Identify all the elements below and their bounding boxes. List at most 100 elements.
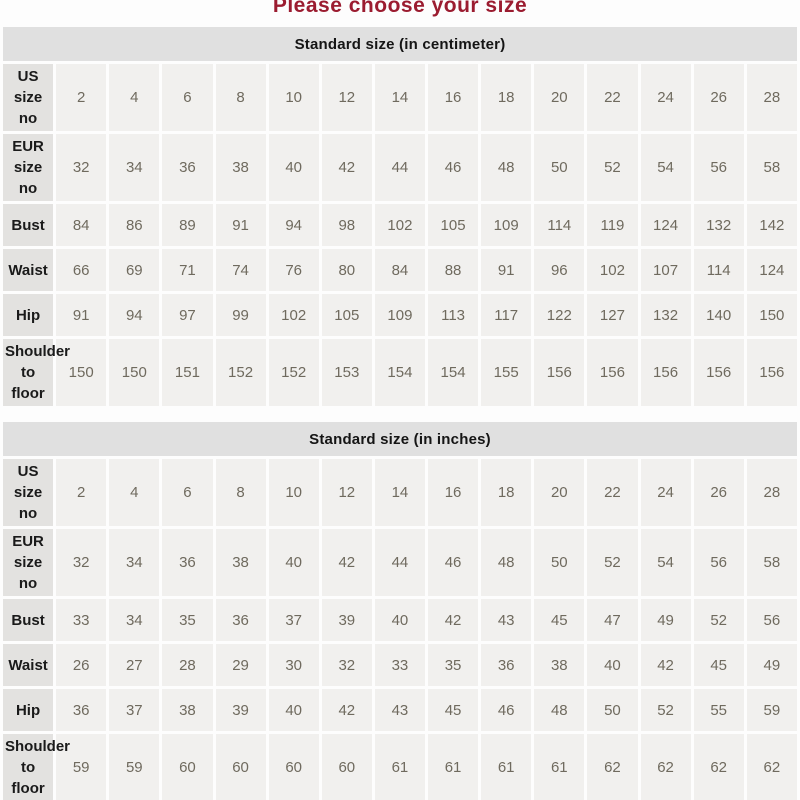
size-value-cell: 16 (428, 459, 479, 526)
size-value-cell: 80 (321, 249, 372, 291)
size-value-cell: 88 (428, 249, 479, 291)
size-table-inches-body: US size no 2 4 6 8 10 12 14 16 18 20 22 24 26 28 EUR si… (3, 459, 797, 800)
size-value-cell: 84 (374, 249, 425, 291)
size-value-cell: 58 (746, 529, 797, 596)
size-value-cell: 2 (56, 64, 107, 131)
size-value-cell: 40 (374, 599, 425, 641)
size-value-cell: 61 (481, 734, 532, 800)
size-value-cell: 69 (109, 249, 160, 291)
size-value-cell: 38 (215, 529, 266, 596)
size-value-cell: 86 (109, 204, 160, 246)
size-value-cell: 59 (56, 734, 107, 800)
size-table-centimeter: Standard size (in centimeter) US size no… (0, 24, 800, 409)
size-value-cell: 28 (746, 64, 797, 131)
size-value-cell: 38 (215, 134, 266, 201)
size-value-cell: 49 (746, 644, 797, 686)
table-row: Bust 84 86 89 91 94 98 102 105 109 114 119 124 132 142 (3, 204, 797, 246)
size-value-cell: 62 (746, 734, 797, 800)
size-value-cell: 50 (587, 689, 638, 731)
table-row: US size no 2 4 6 8 10 12 14 16 18 20 22 24 26 28 (3, 459, 797, 526)
size-value-cell: 45 (534, 599, 585, 641)
size-value-cell: 26 (56, 644, 107, 686)
size-value-cell: 150 (746, 294, 797, 336)
table-row: Bust 33 34 35 36 37 39 40 42 43 45 47 49 52 56 (3, 599, 797, 641)
size-value-cell: 124 (746, 249, 797, 291)
size-value-cell: 102 (374, 204, 425, 246)
size-value-cell: 20 (534, 64, 585, 131)
size-value-cell: 47 (587, 599, 638, 641)
size-value-cell: 46 (428, 529, 479, 596)
row-label: Shoulder to floor (3, 339, 70, 406)
size-value-cell: 155 (481, 339, 532, 406)
size-value-cell: 40 (268, 689, 319, 731)
size-value-cell: 40 (268, 529, 319, 596)
row-label: EUR size no (3, 134, 54, 201)
size-value-cell: 48 (481, 529, 532, 596)
size-value-cell: 151 (162, 339, 213, 406)
size-value-cell: 71 (162, 249, 213, 291)
table-row: Waist 26 27 28 29 30 32 33 35 36 38 40 42 45 49 (3, 644, 797, 686)
size-value-cell: 96 (534, 249, 585, 291)
size-value-cell: 102 (268, 294, 319, 336)
size-value-cell: 60 (215, 734, 266, 800)
size-value-cell: 156 (693, 339, 744, 406)
size-value-cell: 42 (321, 689, 372, 731)
size-value-cell: 91 (215, 204, 266, 246)
size-value-cell: 61 (428, 734, 479, 800)
size-value-cell: 36 (215, 599, 266, 641)
size-value-cell: 60 (162, 734, 213, 800)
size-value-cell: 84 (56, 204, 107, 246)
size-value-cell: 154 (428, 339, 479, 406)
size-value-cell: 18 (481, 64, 532, 131)
table-row: EUR size no 32 34 36 38 40 42 44 46 48 50 52 54 56 58 (3, 134, 797, 201)
table-caption: Standard size (in inches) (3, 422, 797, 456)
row-label: US size no (3, 64, 54, 131)
size-value-cell: 35 (428, 644, 479, 686)
size-value-cell: 4 (109, 459, 160, 526)
size-value-cell: 102 (587, 249, 638, 291)
size-value-cell: 56 (693, 134, 744, 201)
size-value-cell: 36 (162, 134, 213, 201)
size-value-cell: 62 (640, 734, 691, 800)
size-value-cell: 28 (162, 644, 213, 686)
size-value-cell: 32 (56, 134, 107, 201)
size-value-cell: 150 (56, 339, 107, 406)
table-row: EUR size no 32 34 36 38 40 42 44 46 48 50 52 54 56 58 (3, 529, 797, 596)
size-value-cell: 97 (162, 294, 213, 336)
size-value-cell: 62 (587, 734, 638, 800)
size-value-cell: 156 (746, 339, 797, 406)
size-value-cell: 156 (534, 339, 585, 406)
size-value-cell: 22 (587, 64, 638, 131)
size-table-inches: Standard size (in inches) US size no 2 4 6 8… (0, 419, 800, 800)
size-value-cell: 76 (268, 249, 319, 291)
size-value-cell: 22 (587, 459, 638, 526)
size-value-cell: 43 (374, 689, 425, 731)
size-value-cell: 49 (640, 599, 691, 641)
size-value-cell: 36 (481, 644, 532, 686)
row-label: US size no (3, 459, 54, 526)
table-row: Hip 91 94 97 99 102 105 109 113 117 122 127 132 140 15… (3, 294, 797, 336)
size-value-cell: 50 (534, 529, 585, 596)
size-value-cell: 142 (746, 204, 797, 246)
size-value-cell: 91 (56, 294, 107, 336)
size-value-cell: 59 (109, 734, 160, 800)
size-value-cell: 40 (268, 134, 319, 201)
table-caption: Standard size (in centimeter) (3, 27, 797, 61)
table-caption-row: Standard size (in centimeter) (3, 27, 797, 61)
size-value-cell: 40 (587, 644, 638, 686)
size-value-cell: 14 (374, 459, 425, 526)
size-value-cell: 32 (56, 529, 107, 596)
row-label: Hip (3, 689, 54, 731)
size-value-cell: 52 (640, 689, 691, 731)
size-value-cell: 114 (534, 204, 585, 246)
size-value-cell: 26 (693, 64, 744, 131)
size-value-cell: 4 (109, 64, 160, 131)
table-row: Shoulder to floor 150 150 151 152 152 153 154 15… (3, 339, 797, 406)
size-value-cell: 10 (268, 459, 319, 526)
size-value-cell: 24 (640, 459, 691, 526)
row-label: Waist (3, 644, 54, 686)
size-value-cell: 29 (215, 644, 266, 686)
size-value-cell: 34 (109, 529, 160, 596)
row-label: Bust (3, 204, 54, 246)
size-value-cell: 6 (162, 64, 213, 131)
